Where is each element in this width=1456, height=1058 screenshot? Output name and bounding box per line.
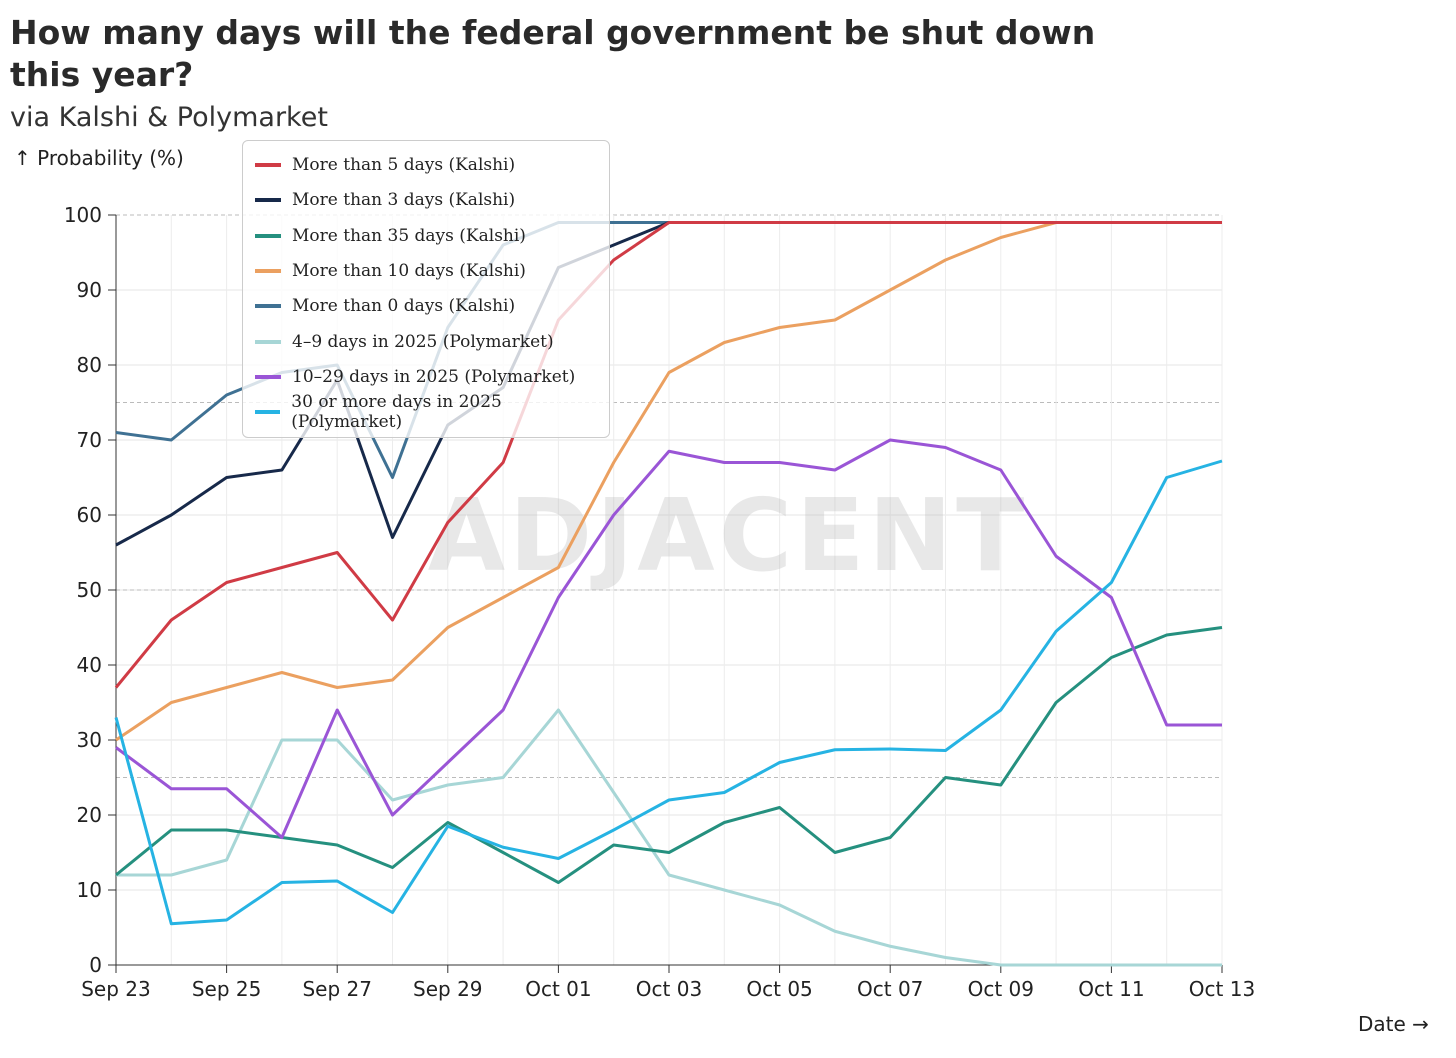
y-tick-label: 0 [89, 953, 102, 977]
chart-title: How many days will the federal governmen… [10, 13, 1096, 94]
y-tick-label: 100 [64, 203, 102, 227]
legend-item: 10–29 days in 2025 (Polymarket) [255, 365, 575, 389]
legend-label: More than 3 days (Kalshi) [292, 190, 516, 211]
y-tick-label: 50 [77, 578, 102, 602]
legend-swatch [255, 268, 281, 273]
series-line-1 [114, 221, 1222, 689]
x-tick-label: Oct 03 [636, 977, 702, 1001]
legend-item: More than 5 days (Kalshi) [255, 153, 515, 177]
x-tick-label: Oct 11 [1078, 977, 1144, 1001]
x-axis-label: Date → [1358, 1012, 1429, 1036]
series-line-8 [114, 459, 1223, 926]
legend-item: 4–9 days in 2025 (Polymarket) [255, 330, 554, 354]
x-tick-label: Oct 09 [968, 977, 1034, 1001]
legend-item: More than 35 days (Kalshi) [255, 224, 526, 248]
y-axis-label: ↑ Probability (%) [14, 146, 184, 170]
legend-swatch [255, 198, 281, 203]
legend-swatch [255, 339, 281, 344]
chart-subtitle: via Kalshi & Polymarket [10, 102, 328, 133]
x-tick-label: Sep 29 [413, 977, 483, 1001]
legend-item: More than 0 days (Kalshi) [255, 294, 515, 318]
legend-swatch [255, 233, 281, 238]
x-tick-label: Sep 25 [192, 977, 262, 1001]
x-tick-label: Sep 27 [302, 977, 372, 1001]
y-tick-label: 90 [77, 278, 102, 302]
legend-label: 4–9 days in 2025 (Polymarket) [292, 331, 554, 352]
y-tick-label: 30 [77, 728, 102, 752]
legend-label: More than 5 days (Kalshi) [292, 155, 516, 175]
legend-swatch [255, 304, 281, 309]
x-tick-label: Oct 05 [746, 977, 812, 1001]
legend-swatch [255, 374, 281, 379]
y-tick-label: 10 [77, 878, 102, 902]
x-tick-label: Oct 07 [857, 977, 923, 1001]
x-tick-label: Sep 23 [81, 977, 151, 1001]
series-line-6 [116, 708, 1222, 967]
y-tick-label: 60 [77, 503, 102, 527]
legend-item: More than 3 days (Kalshi) [255, 188, 515, 212]
legend: More than 5 days (Kalshi) More than 3 day… [242, 140, 610, 438]
legend-label: 10–29 days in 2025 (Polymarket) [292, 366, 576, 387]
x-tick-label: Oct 13 [1189, 977, 1255, 1001]
watermark: ADJACENT [428, 477, 1029, 594]
y-tick-label: 20 [77, 803, 102, 827]
legend-label: 30 or more days in 2025 (Polymarket) [291, 392, 502, 433]
legend-swatch [255, 410, 281, 415]
y-tick-label: 80 [77, 353, 102, 377]
legend-item: 30 or more days in 2025 (Polymarket) [255, 392, 609, 432]
y-tick-label: 40 [77, 653, 102, 677]
x-tick-label: Oct 01 [525, 977, 591, 1001]
legend-swatch [255, 163, 281, 167]
series-line-7 [115, 438, 1222, 839]
legend-label: More than 10 days (Kalshi) [292, 260, 526, 281]
legend-label: More than 0 days (Kalshi) [292, 296, 516, 317]
series-line-4 [115, 221, 1222, 742]
y-tick-label: 70 [77, 428, 102, 452]
series-line-3 [115, 626, 1223, 884]
legend-item: More than 10 days (Kalshi) [255, 259, 526, 283]
legend-label: More than 35 days (Kalshi) [292, 225, 526, 246]
